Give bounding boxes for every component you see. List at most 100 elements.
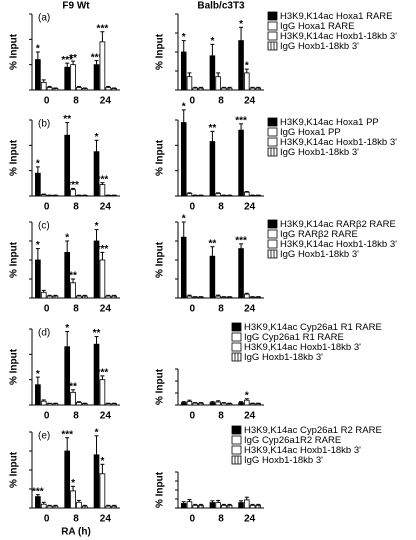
significance: ** — [209, 238, 217, 249]
bar — [238, 129, 244, 197]
legend-label: H3K9,K14ac Hoxb1-18kb 3' — [244, 445, 361, 456]
legend-swatch — [231, 435, 242, 445]
bar — [35, 59, 41, 91]
panel-label: (a) — [38, 13, 50, 24]
legend-swatch — [231, 425, 242, 435]
x-tick-label: 8 — [218, 411, 224, 422]
legend-label: H3K9,K14ac Hoxa1 RARE — [280, 11, 392, 22]
significance: * — [210, 36, 214, 47]
significance: * — [182, 32, 186, 43]
bar — [40, 400, 47, 406]
bar — [209, 141, 216, 197]
bar — [70, 64, 76, 91]
bar — [215, 502, 221, 509]
legend-label: IgG RARβ2 RARE — [280, 229, 358, 240]
x-tick-label: 0 — [44, 304, 50, 315]
bar — [238, 248, 244, 299]
y-axis-label: % Input — [155, 241, 166, 278]
bar — [244, 499, 250, 509]
x-tick-label: 8 — [218, 202, 224, 213]
bar — [105, 505, 112, 509]
significance: *** — [235, 235, 247, 246]
x-tick-label: 0 — [190, 304, 196, 315]
bar — [99, 184, 106, 197]
bar — [226, 87, 233, 91]
bar — [238, 502, 244, 509]
bar — [186, 295, 193, 299]
significance: * — [245, 61, 249, 72]
bar — [105, 87, 112, 91]
bar — [226, 504, 233, 509]
x-tick-label: 24 — [100, 304, 112, 315]
bar — [81, 88, 88, 91]
significance: * — [95, 132, 99, 143]
panel-label: (e) — [38, 431, 50, 442]
x-tick-label: 24 — [100, 96, 112, 107]
significance: ** — [63, 114, 71, 125]
x-tick-label: 0 — [44, 514, 50, 525]
y-axis-label: % Input — [155, 368, 166, 405]
bar — [180, 51, 187, 91]
bar — [198, 402, 204, 406]
x-tick-label: 0 — [44, 96, 50, 107]
legend-label: IgG Cyp26a1 R1 RARE — [244, 332, 344, 343]
legend-swatch — [231, 455, 242, 465]
significance: *** — [32, 486, 44, 497]
legend-swatch — [231, 342, 242, 352]
bar — [40, 194, 47, 197]
bar — [35, 384, 41, 406]
legend-swatch — [231, 445, 242, 455]
legend-label: H3K9,K14ac Cyp26a1 R2 RARE — [244, 425, 382, 436]
legend-swatch — [231, 352, 242, 362]
x-tick-label: 8 — [73, 96, 79, 107]
significance: *** — [97, 244, 109, 255]
bar — [93, 64, 100, 91]
bar — [111, 88, 117, 91]
bar — [35, 496, 41, 509]
significance: * — [182, 214, 186, 225]
legend-label: H3K9,K14ac Hoxb1-18kb 3' — [280, 31, 397, 42]
legend-swatch — [267, 11, 278, 21]
x-tick-label: 0 — [44, 202, 50, 213]
bar — [76, 295, 82, 299]
bar — [70, 490, 76, 509]
x-tick-label: 0 — [190, 411, 196, 422]
bar — [76, 87, 82, 91]
bar — [52, 505, 59, 509]
y-axis-label: % Input — [155, 139, 166, 176]
legend-swatch — [231, 322, 242, 332]
significance: ** — [69, 381, 77, 392]
bar — [221, 87, 227, 91]
y-axis-label: % Input — [9, 348, 20, 385]
x-tick-label: 8 — [73, 514, 79, 525]
bar — [186, 193, 193, 197]
legend-label: IgG Hoxb1-18kb 3' — [244, 455, 323, 466]
legend-swatch — [267, 147, 278, 157]
bar — [111, 403, 117, 406]
bar — [76, 402, 82, 406]
bar — [40, 503, 47, 509]
bar — [46, 403, 53, 406]
bar — [46, 295, 53, 299]
bar — [99, 379, 106, 406]
bar — [244, 191, 250, 197]
legend-label: IgG Hoxb1-18kb 3' — [280, 249, 359, 260]
bar — [192, 296, 198, 299]
bar — [226, 296, 233, 299]
bar — [226, 403, 233, 406]
significance: * — [239, 19, 243, 30]
bar — [221, 296, 227, 299]
legend-swatch — [267, 41, 278, 51]
bar — [244, 72, 250, 91]
x-tick-label: 24 — [244, 514, 256, 525]
significance: ** — [69, 271, 77, 282]
bar — [99, 473, 106, 509]
significance: * — [65, 233, 69, 244]
significance: ** — [93, 328, 101, 339]
legend-swatch — [267, 239, 278, 249]
significance: ** — [69, 53, 77, 64]
panel-label: (b) — [38, 119, 50, 130]
significance: * — [245, 390, 249, 401]
legend-swatch — [267, 21, 278, 31]
